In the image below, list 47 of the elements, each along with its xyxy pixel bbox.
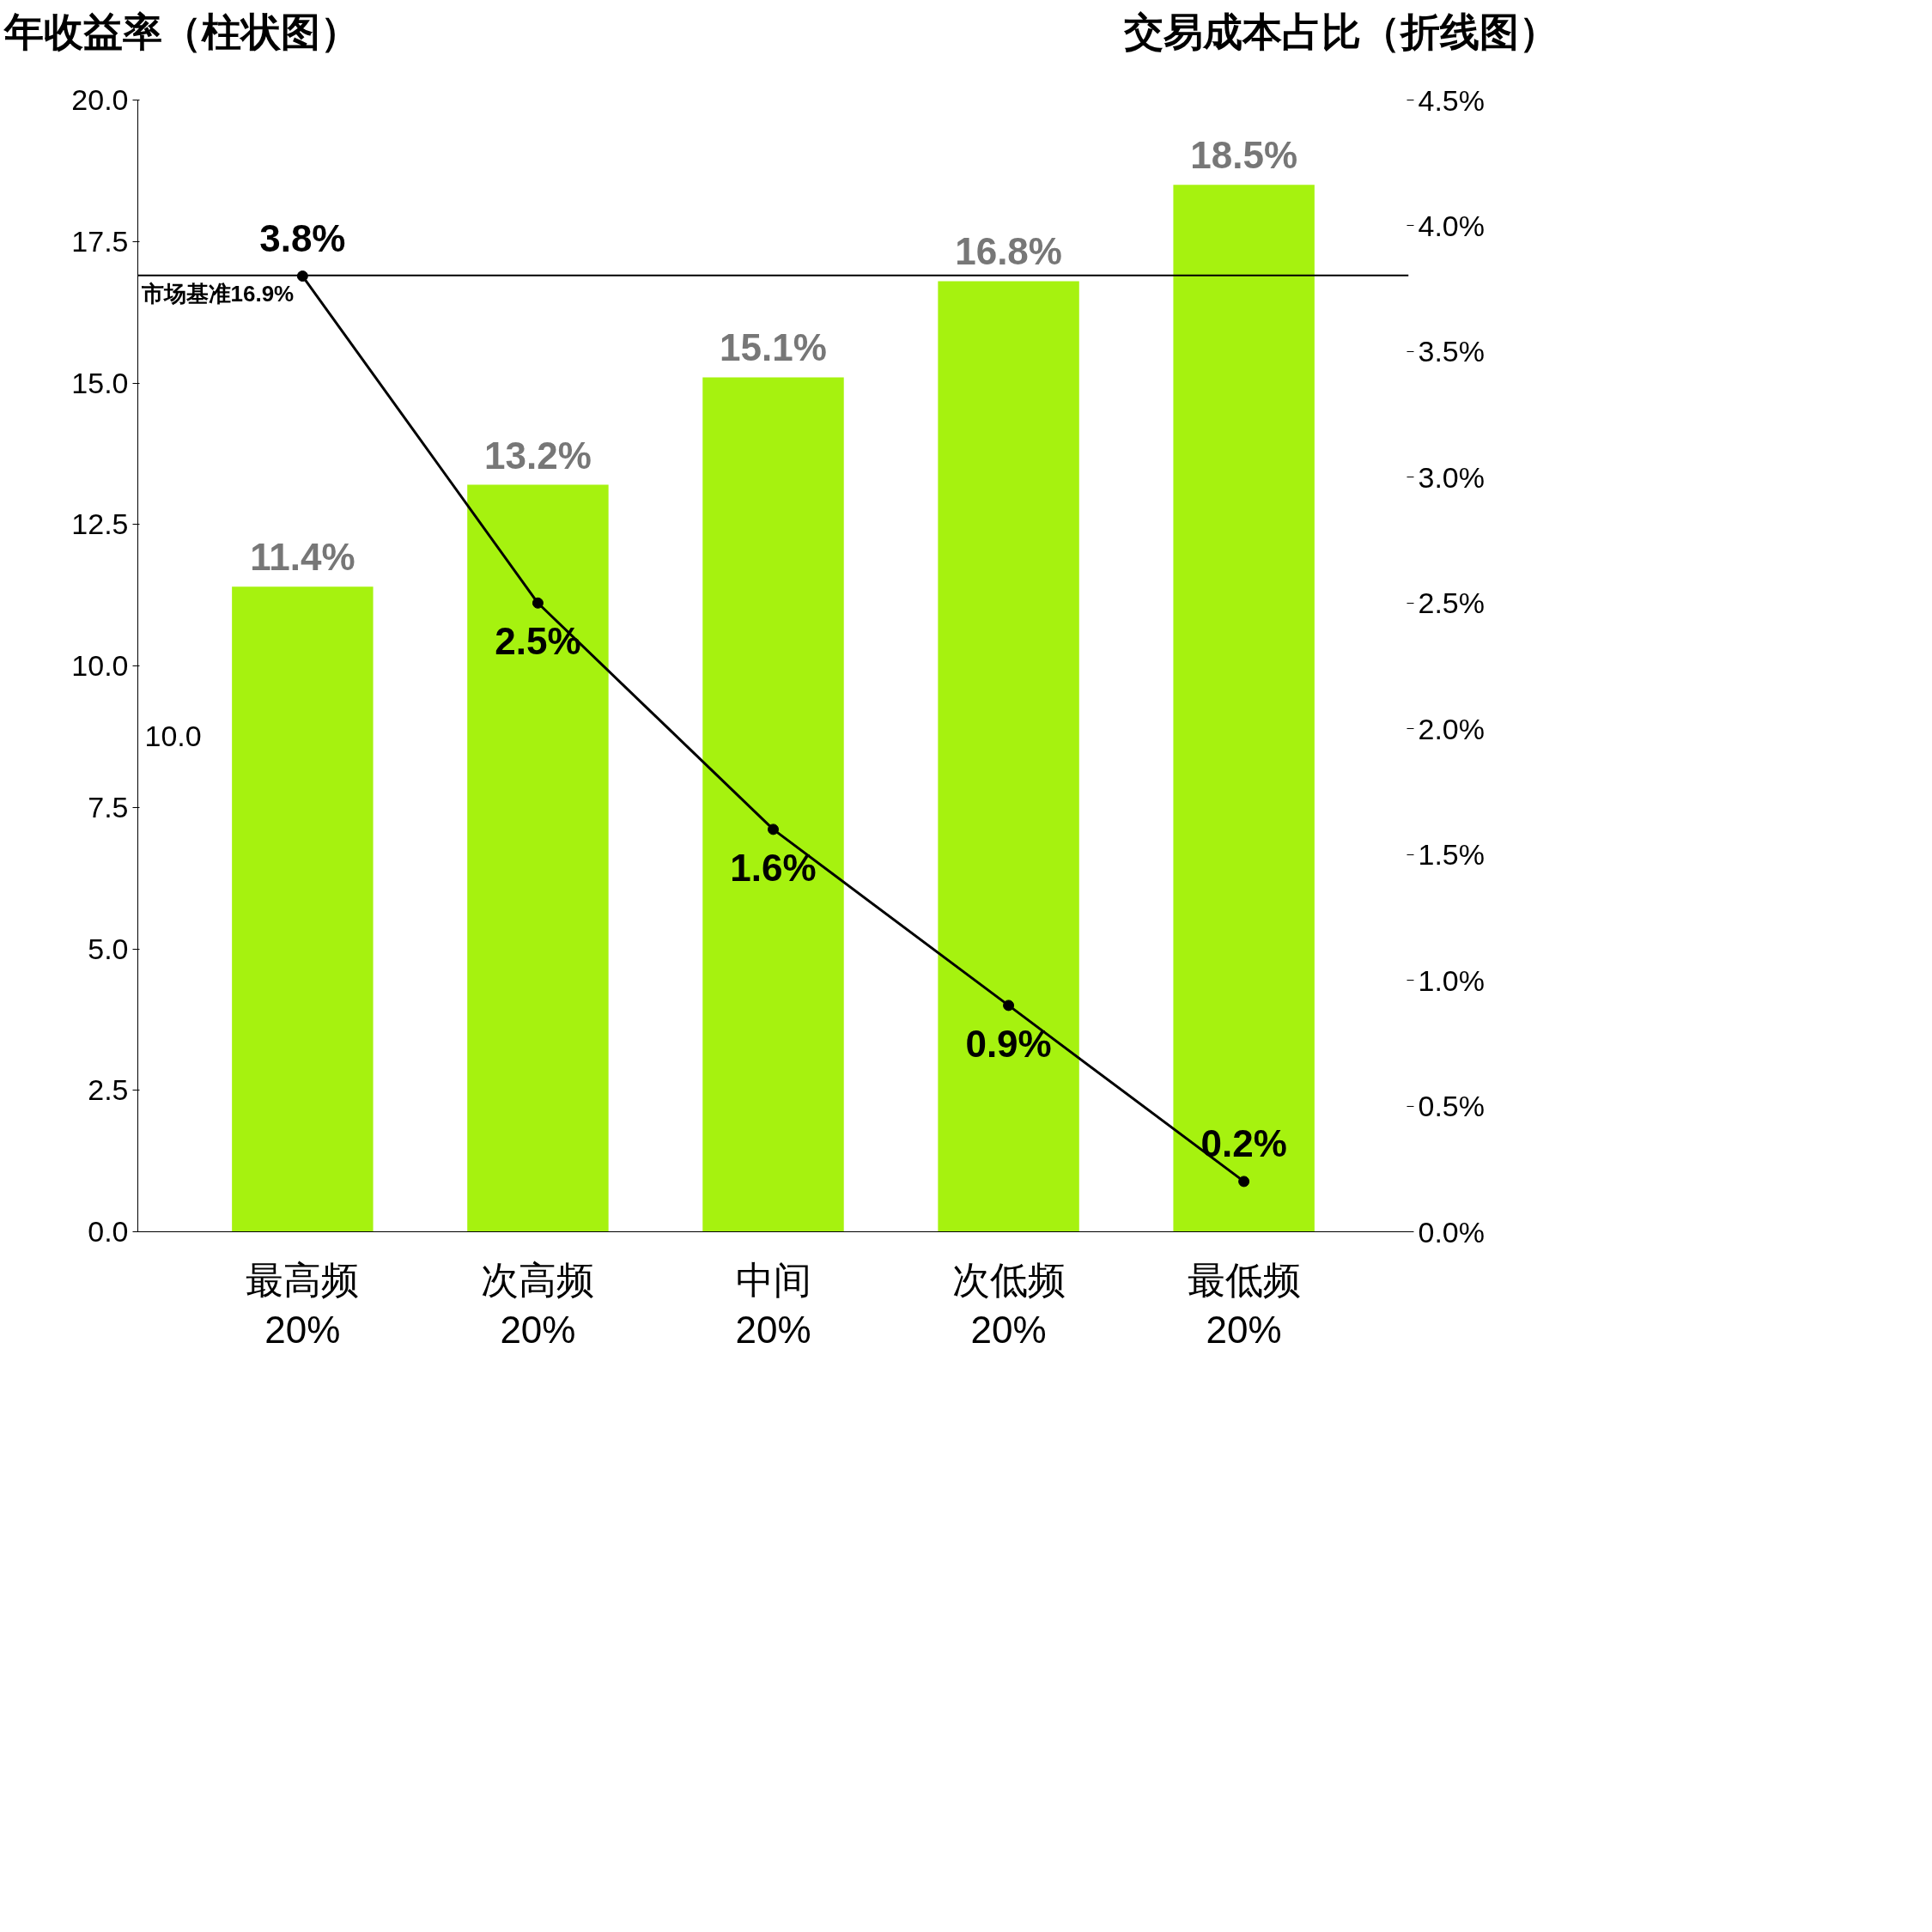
bar [467, 484, 609, 1232]
data-label: 0.2% [1200, 1121, 1287, 1164]
bar [232, 586, 374, 1232]
y2-tick-label: 4.5% [1418, 83, 1485, 117]
y-tick-label: 20.0 [71, 82, 129, 116]
y2-tick-label: 1.0% [1418, 963, 1485, 997]
y-tick-label: 0.0 [88, 1214, 129, 1248]
x-tick-label: 次低频 20% [951, 1258, 1066, 1351]
x-tick-label: 次高频 20% [481, 1258, 595, 1351]
data-label: 11.4% [250, 535, 355, 578]
y-tick-label: 7.5 [88, 790, 129, 823]
x-tick-label: 最高频 20% [246, 1258, 360, 1351]
x-tick-label: 最低频 20% [1187, 1258, 1301, 1351]
ref-line-label: 市场基准16.9% [140, 280, 295, 307]
y-tick-label: 17.5 [71, 224, 129, 258]
point [532, 597, 544, 609]
data-label: 1.6% [730, 846, 817, 889]
data-label: 15.1% [720, 326, 827, 369]
data-label: 2.5% [495, 619, 581, 662]
y2-tick-label: 2.5% [1418, 586, 1485, 619]
y2-tick-label: 3.5% [1418, 335, 1485, 368]
point [768, 823, 779, 835]
point [1238, 1176, 1250, 1188]
data-label: 13.2% [484, 434, 592, 477]
bar [1173, 185, 1315, 1232]
y2-tick-label: 4.0% [1418, 209, 1485, 242]
data-label: 16.8% [955, 230, 1062, 273]
y2-tick-label: 3.0% [1418, 460, 1485, 494]
y-axis-title: 年收益率（柱状图） [4, 9, 360, 56]
annotation: 10.0 [144, 720, 202, 753]
y-tick-label: 2.5 [88, 1072, 129, 1106]
y-tick-label: 10.0 [71, 648, 129, 682]
x-tick-label: 中间 20% [735, 1258, 811, 1351]
y-tick-label: 15.0 [71, 366, 129, 399]
bar [938, 281, 1079, 1232]
y2-tick-label: 0.5% [1418, 1089, 1485, 1122]
point [1003, 999, 1015, 1012]
y-tick-label: 5.0 [88, 932, 129, 965]
y2-tick-label: 1.5% [1418, 837, 1485, 871]
bar [702, 377, 844, 1232]
y2-tick-label: 0.0% [1418, 1215, 1485, 1249]
data-label: 18.5% [1190, 134, 1298, 177]
y-tick-label: 12.5 [71, 507, 129, 540]
y2-axis-title: 交易成本占比（折线图） [1124, 9, 1558, 56]
data-label: 0.9% [965, 1022, 1052, 1065]
y2-tick-label: 2.0% [1418, 712, 1485, 745]
data-label: 3.8% [259, 216, 346, 259]
